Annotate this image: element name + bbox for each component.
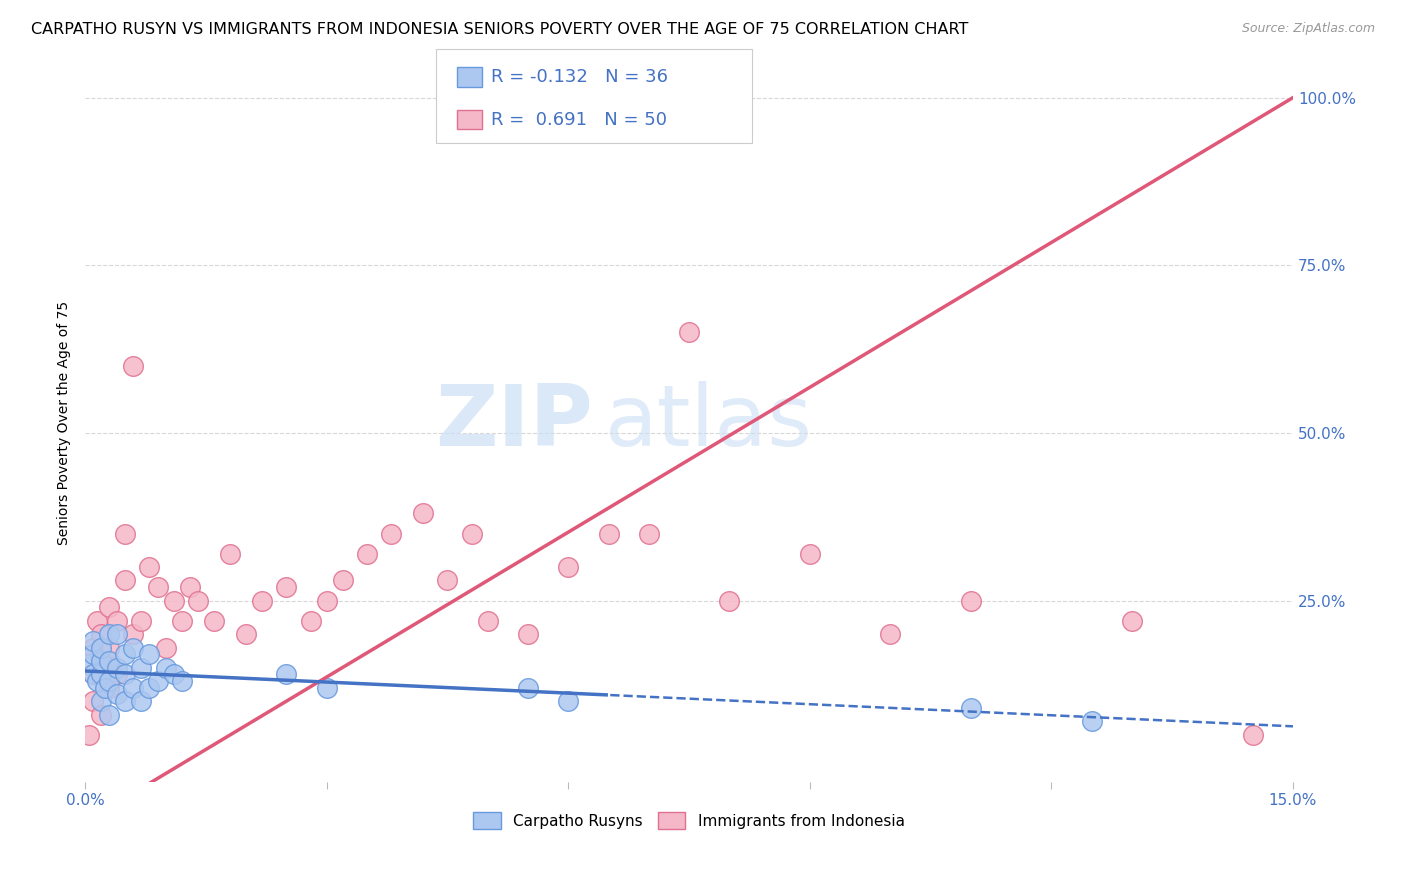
Point <box>86 614 108 628</box>
Point <box>276 580 298 594</box>
Point <box>82 667 104 681</box>
Text: R =  0.691   N = 50: R = 0.691 N = 50 <box>491 111 666 128</box>
Point <box>138 681 160 695</box>
Text: R = -0.132   N = 36: R = -0.132 N = 36 <box>491 68 668 86</box>
Point <box>105 660 128 674</box>
Point <box>114 574 136 588</box>
Point <box>105 688 128 702</box>
Point <box>557 694 579 708</box>
Point <box>98 627 121 641</box>
Point <box>77 728 100 742</box>
Point <box>114 647 136 661</box>
Point <box>86 674 108 689</box>
Point <box>179 580 201 594</box>
Point <box>82 694 104 708</box>
Point <box>202 614 225 628</box>
Point <box>412 507 434 521</box>
Point <box>94 681 117 695</box>
Text: CARPATHO RUSYN VS IMMIGRANTS FROM INDONESIA SENIORS POVERTY OVER THE AGE OF 75 C: CARPATHO RUSYN VS IMMIGRANTS FROM INDONE… <box>31 22 969 37</box>
Point <box>98 707 121 722</box>
Point <box>98 681 121 695</box>
Point <box>98 674 121 689</box>
Point <box>315 681 337 695</box>
Point <box>82 640 104 655</box>
Point <box>82 633 104 648</box>
Text: atlas: atlas <box>605 382 813 465</box>
Point <box>122 640 145 655</box>
Point <box>598 526 620 541</box>
Point <box>799 547 821 561</box>
Point <box>477 614 499 628</box>
Point <box>98 640 121 655</box>
Legend: Carpatho Rusyns, Immigrants from Indonesia: Carpatho Rusyns, Immigrants from Indones… <box>467 806 911 835</box>
Point <box>155 640 177 655</box>
Point <box>131 660 153 674</box>
Point <box>131 694 153 708</box>
Point <box>557 560 579 574</box>
Point <box>105 614 128 628</box>
Point <box>114 526 136 541</box>
Point <box>98 654 121 668</box>
Text: Source: ZipAtlas.com: Source: ZipAtlas.com <box>1241 22 1375 36</box>
Point <box>163 593 186 607</box>
Point <box>187 593 209 607</box>
Point <box>517 681 540 695</box>
Point <box>1080 714 1102 729</box>
Point <box>315 593 337 607</box>
Point <box>1121 614 1143 628</box>
Point <box>170 614 193 628</box>
Point <box>235 627 257 641</box>
Point <box>138 560 160 574</box>
Point <box>718 593 741 607</box>
Point <box>299 614 322 628</box>
Point <box>637 526 659 541</box>
Point <box>90 694 112 708</box>
Y-axis label: Seniors Poverty Over the Age of 75: Seniors Poverty Over the Age of 75 <box>58 301 72 545</box>
Point <box>155 660 177 674</box>
Point <box>122 359 145 373</box>
Point <box>98 600 121 615</box>
Point <box>90 654 112 668</box>
Point <box>460 526 482 541</box>
Point <box>114 694 136 708</box>
Point <box>146 674 169 689</box>
Point <box>276 667 298 681</box>
Point <box>170 674 193 689</box>
Point <box>138 647 160 661</box>
Point <box>678 326 700 340</box>
Point <box>90 654 112 668</box>
Point <box>332 574 354 588</box>
Point <box>252 593 274 607</box>
Point <box>105 667 128 681</box>
Point <box>163 667 186 681</box>
Point <box>960 701 983 715</box>
Point <box>90 667 112 681</box>
Point <box>82 647 104 661</box>
Point <box>90 640 112 655</box>
Point <box>146 580 169 594</box>
Point <box>122 627 145 641</box>
Point <box>219 547 242 561</box>
Point <box>82 667 104 681</box>
Text: ZIP: ZIP <box>434 382 592 465</box>
Point <box>77 657 100 672</box>
Point <box>114 667 136 681</box>
Point <box>105 627 128 641</box>
Point <box>1241 728 1264 742</box>
Point <box>879 627 901 641</box>
Point <box>122 681 145 695</box>
Point <box>356 547 378 561</box>
Point <box>131 614 153 628</box>
Point <box>380 526 402 541</box>
Point <box>517 627 540 641</box>
Point <box>436 574 458 588</box>
Point <box>90 627 112 641</box>
Point <box>960 593 983 607</box>
Point <box>90 707 112 722</box>
